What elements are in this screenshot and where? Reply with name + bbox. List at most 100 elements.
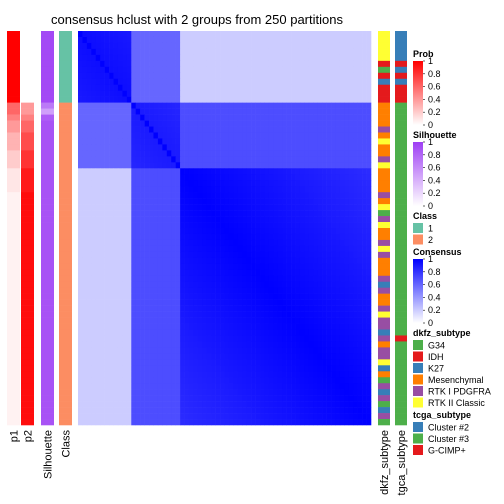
consensus-cell — [211, 138, 216, 145]
consensus-cell — [299, 54, 305, 62]
consensus-cell — [251, 31, 256, 38]
consensus-cell — [304, 31, 310, 38]
consensus-cell — [366, 233, 372, 241]
consensus-cell — [331, 305, 336, 312]
consensus-cell — [357, 174, 363, 181]
consensus-cell — [242, 347, 247, 354]
consensus-cell — [353, 395, 358, 402]
consensus-cell — [362, 329, 367, 336]
consensus-cell — [322, 293, 327, 300]
consensus-cell — [211, 311, 216, 318]
consensus-cell — [353, 281, 358, 288]
consensus-cell — [220, 365, 225, 372]
consensus-cell — [166, 335, 172, 342]
consensus-cell — [188, 54, 194, 62]
consensus-cell — [268, 48, 274, 56]
consensus-cell — [339, 395, 345, 402]
consensus-cell — [175, 377, 181, 384]
consensus-cell — [202, 329, 208, 336]
consensus-cell — [308, 138, 314, 145]
consensus-cell — [188, 60, 194, 68]
consensus-cell — [228, 54, 234, 62]
tcga-subtype-cell — [395, 251, 407, 259]
silhouette-cell — [41, 419, 54, 426]
consensus-cell — [113, 335, 119, 342]
consensus-cell — [353, 48, 358, 56]
consensus-cell — [228, 126, 234, 133]
consensus-cell — [91, 180, 97, 187]
consensus-cell — [299, 144, 305, 151]
consensus-cell — [220, 311, 225, 318]
consensus-cell — [91, 31, 97, 38]
p1-cell — [7, 54, 20, 62]
consensus-cell — [366, 186, 372, 193]
consensus-cell — [366, 305, 372, 312]
consensus-cell — [188, 263, 194, 271]
consensus-cell — [228, 96, 234, 103]
consensus-cell — [242, 341, 247, 348]
consensus-cell — [188, 174, 194, 181]
consensus-cell — [362, 108, 367, 115]
consensus-cell — [331, 269, 336, 277]
consensus-cell — [180, 353, 185, 360]
consensus-cell — [166, 204, 172, 211]
class-cell — [59, 389, 72, 396]
silhouette-cell — [41, 269, 54, 277]
tcga-subtype-cell — [395, 359, 407, 366]
consensus-cell — [78, 419, 83, 426]
legend-panel: Prob10.80.60.40.20Silhouette10.80.60.40.… — [413, 49, 491, 456]
class-cell — [59, 377, 72, 384]
consensus-cell — [282, 150, 287, 157]
consensus-cell — [215, 186, 221, 193]
consensus-cell — [157, 341, 163, 348]
consensus-cell — [188, 222, 194, 229]
consensus-cell — [228, 233, 234, 241]
consensus-cell — [268, 204, 274, 211]
class-cell — [59, 60, 72, 68]
consensus-cell — [304, 102, 310, 109]
column-label: p2 — [23, 430, 35, 442]
consensus-cell — [202, 377, 208, 384]
consensus-cell — [295, 156, 301, 163]
consensus-cell — [135, 251, 141, 259]
consensus-cell — [282, 31, 287, 38]
silhouette-cell — [41, 150, 54, 157]
p1-cell — [7, 48, 20, 56]
consensus-cell — [273, 144, 279, 151]
consensus-cell — [78, 239, 83, 247]
consensus-cell — [202, 198, 208, 205]
consensus-cell — [202, 257, 208, 265]
consensus-cell — [317, 216, 323, 223]
consensus-cell — [144, 347, 150, 354]
legend-tick-label: 0.6 — [428, 163, 441, 173]
consensus-cell — [233, 31, 239, 38]
consensus-cell — [273, 222, 279, 229]
consensus-cell — [331, 204, 336, 211]
consensus-cell — [211, 54, 216, 62]
consensus-cell — [206, 329, 212, 336]
p1-cell — [7, 341, 20, 348]
consensus-cell — [344, 132, 350, 139]
consensus-cell — [122, 329, 128, 336]
consensus-cell — [233, 54, 239, 62]
p2-cell — [21, 186, 34, 193]
consensus-cell — [251, 275, 256, 283]
consensus-cell — [184, 31, 190, 38]
consensus-cell — [308, 305, 314, 312]
consensus-cell — [131, 228, 137, 235]
consensus-cell — [304, 120, 310, 127]
consensus-cell — [264, 329, 270, 336]
consensus-cell — [322, 365, 327, 372]
consensus-cell — [140, 419, 145, 426]
consensus-cell — [140, 281, 145, 288]
consensus-cell — [140, 96, 145, 103]
consensus-cell — [277, 389, 283, 396]
consensus-cell — [353, 174, 358, 181]
consensus-cell — [260, 395, 265, 402]
consensus-cell — [193, 413, 199, 420]
consensus-cell — [291, 317, 296, 324]
consensus-cell — [286, 156, 292, 163]
consensus-cell — [366, 251, 372, 259]
p2-cell — [21, 275, 34, 283]
consensus-cell — [344, 359, 350, 366]
